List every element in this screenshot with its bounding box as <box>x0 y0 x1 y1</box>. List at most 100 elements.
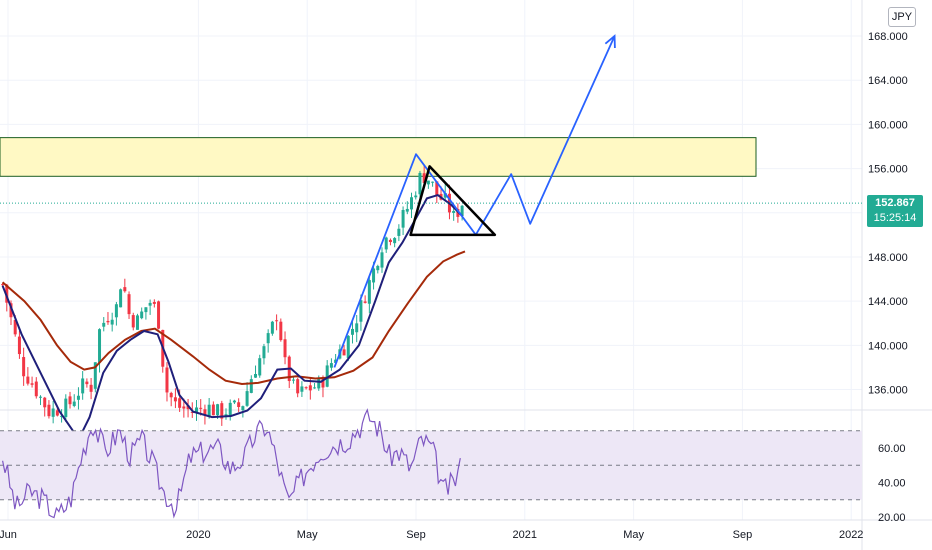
candle <box>85 378 89 388</box>
candle <box>325 360 329 388</box>
candle <box>245 382 249 407</box>
candle-body <box>418 172 422 195</box>
candle-body <box>308 385 312 391</box>
projection-path[interactable] <box>333 34 616 368</box>
candle-body <box>275 320 279 322</box>
candlestick-series <box>1 165 464 426</box>
candle-body <box>72 401 76 406</box>
candle-body <box>380 252 384 268</box>
candle-body <box>397 228 401 236</box>
ma-fast-line <box>1 193 463 442</box>
candle-body <box>98 329 102 363</box>
candle-body <box>355 323 359 333</box>
candle-body <box>443 193 447 198</box>
candle-body <box>102 322 106 327</box>
candle <box>131 312 135 331</box>
candle-body <box>39 396 43 398</box>
candle-body <box>178 398 182 408</box>
ma-slow-line <box>1 250 466 386</box>
candle <box>81 371 85 400</box>
candle <box>135 313 139 330</box>
candle <box>460 204 464 221</box>
time-axis[interactable]: Jun2020MaySep2021MaySep2022MaySep2023 <box>0 529 932 541</box>
price-tick-label: 136.000 <box>868 385 908 397</box>
candle <box>275 314 279 331</box>
rsi-tick-label: 20.00 <box>878 512 906 524</box>
candle-body <box>359 300 363 322</box>
candle-body <box>426 180 430 185</box>
candle-body <box>173 397 177 402</box>
candle-body <box>321 378 325 388</box>
candle-body <box>55 410 59 416</box>
time-tick-label: 2022 <box>839 529 863 541</box>
candle <box>119 288 123 308</box>
candle <box>363 295 367 304</box>
candle-body <box>216 404 220 416</box>
candle-body <box>199 407 203 409</box>
candle <box>76 387 80 410</box>
candle-body <box>363 301 367 303</box>
candle <box>127 291 131 319</box>
candle-body <box>258 358 262 376</box>
candle-body <box>254 373 258 378</box>
triangle-pattern[interactable] <box>409 165 497 237</box>
candle <box>110 312 114 332</box>
candle-body <box>81 378 85 394</box>
candle-body <box>89 384 93 392</box>
candle <box>30 376 34 388</box>
candle-body <box>460 205 464 217</box>
candle-body <box>1 284 5 286</box>
currency-badge[interactable]: JPY <box>888 7 916 27</box>
candle-body <box>435 181 439 196</box>
candle <box>418 170 422 202</box>
candle <box>207 398 211 419</box>
time-tick-label: May <box>297 529 318 541</box>
candle <box>405 201 409 215</box>
candle <box>329 358 333 371</box>
candle <box>410 192 414 219</box>
candle-body <box>334 359 338 363</box>
candle-body <box>266 333 270 344</box>
candle-body <box>169 392 173 398</box>
candle <box>43 396 47 417</box>
projection-line <box>333 35 616 368</box>
candle-body <box>43 397 47 408</box>
bar-countdown: 15:25:14 <box>873 212 917 224</box>
candle <box>258 354 262 378</box>
candle <box>350 319 354 344</box>
candle <box>414 191 418 200</box>
resistance-zone[interactable] <box>0 137 757 177</box>
candle <box>123 278 127 293</box>
candle <box>194 400 198 421</box>
candle-body <box>376 265 380 271</box>
price-axis[interactable]: 136.000140.000144.000148.000152.000156.0… <box>868 31 908 524</box>
candle <box>300 381 304 397</box>
candle-body <box>237 402 241 408</box>
candle <box>435 181 439 204</box>
candle-body <box>405 208 409 212</box>
candle <box>304 386 308 390</box>
candle <box>380 247 384 273</box>
candle <box>72 394 76 408</box>
candle <box>401 206 405 235</box>
triangle-outline <box>409 165 497 237</box>
candle-body <box>106 320 110 323</box>
candle-body <box>350 328 354 335</box>
candle <box>279 318 283 342</box>
candle <box>47 400 51 419</box>
candle-body <box>220 403 224 419</box>
candle-body <box>249 379 253 393</box>
candle <box>426 180 430 189</box>
candle <box>224 408 228 420</box>
candle-body <box>114 304 118 318</box>
candle-body <box>342 349 346 356</box>
candle-body <box>131 315 135 328</box>
candle-body <box>346 335 350 359</box>
candle <box>98 328 102 373</box>
candle <box>376 264 380 274</box>
candle <box>68 391 72 409</box>
candle-body <box>13 320 17 335</box>
candle <box>262 343 266 365</box>
candle-body <box>393 238 397 244</box>
